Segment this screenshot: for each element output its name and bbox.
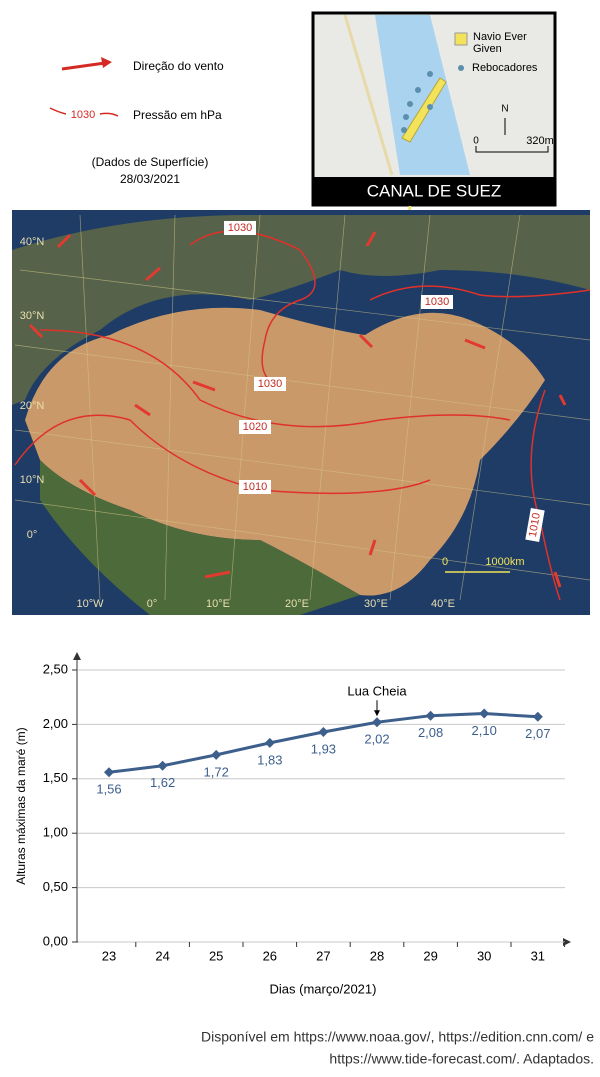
x-tick-label: 27: [316, 948, 330, 963]
inset-title: CANAL DE SUEZ: [367, 181, 501, 200]
x-tick-label: 26: [263, 948, 277, 963]
lat-label: 10°N: [20, 474, 45, 486]
tugs: [401, 71, 433, 133]
isobar-label: 1030: [228, 222, 252, 234]
value-label: 2,08: [418, 725, 443, 740]
point: [372, 717, 382, 728]
y-tick-label: 1,00: [43, 825, 68, 840]
inset-scale-start: 0: [473, 136, 479, 147]
wind-arrows: [28, 231, 567, 588]
point: [425, 710, 436, 721]
wind-legend-arrow: [61, 61, 106, 71]
point: [104, 767, 114, 778]
value-label: 2,10: [472, 723, 497, 738]
legend-pressure: Pressão em hPa: [133, 108, 222, 122]
x-tick-label: 29: [423, 948, 437, 963]
legend-date: 28/03/2021: [120, 172, 180, 186]
x-tick-label: 31: [531, 948, 545, 963]
lon-label: 10°E: [206, 598, 230, 610]
lat-label: 0°: [27, 529, 38, 541]
graticule: [79, 214, 521, 601]
legend-wind: Direção do vento: [133, 59, 224, 73]
europe: [12, 215, 590, 405]
lat-label: 20°N: [20, 400, 45, 412]
point: [318, 727, 329, 738]
source: Disponível em https://www.noaa.gov/, htt…: [201, 1029, 594, 1045]
isobar-label: 1030: [425, 296, 449, 308]
isobar-label-bg: [421, 295, 453, 309]
y-tick-label: 1,50: [43, 770, 68, 785]
inset-ship: Navio Ever: [473, 31, 527, 43]
point: [264, 737, 275, 748]
ship-legend-swatch: [454, 32, 468, 46]
inset-scale: [475, 146, 549, 153]
map-scale-start: 0: [442, 556, 448, 568]
value-label: 1,93: [311, 741, 336, 756]
inset-tugs: Rebocadores: [472, 62, 538, 74]
isobar-legend-line: [49, 107, 119, 117]
road: [343, 14, 394, 176]
x-tick-label: 28: [370, 948, 384, 963]
value-label: 2,02: [364, 732, 389, 747]
lon-label: 10°W: [76, 598, 104, 610]
africa-arabia: [25, 307, 545, 596]
value-label: 1,56: [96, 782, 121, 797]
graticule: [14, 269, 591, 581]
value-label: 1,83: [257, 752, 282, 767]
point: [532, 711, 543, 722]
isobar-label-bg: [224, 221, 256, 235]
forest: [40, 460, 360, 615]
x-tick-label: 25: [209, 948, 223, 963]
y-tick-label: 0,50: [43, 879, 68, 894]
y-tick-label: 2,50: [43, 661, 68, 676]
legend-note: (Dados de Superfície): [92, 155, 209, 169]
canal: [375, 15, 470, 175]
value-label: 1,72: [204, 764, 229, 779]
point: [479, 708, 490, 719]
x-tick-label: 30: [477, 948, 491, 963]
annotation: Lua Cheia: [347, 684, 407, 699]
isobar-label: 1010: [527, 512, 543, 538]
isobar-label-bg: [525, 508, 545, 542]
legend-isobar-sample: 1030: [71, 109, 95, 121]
isobar-label-bg: [239, 420, 271, 434]
value-label: 1,62: [150, 775, 175, 790]
annotation-arrowhead: [374, 710, 380, 717]
isobar-label: 1020: [243, 421, 267, 433]
x-axis-title: Dias (março/2021): [270, 981, 377, 996]
wind-legend-arrowhead: [101, 57, 112, 68]
isobar-label-bg: [239, 480, 271, 494]
y-tick-label: 2,00: [43, 716, 68, 731]
isobars: [14, 230, 591, 601]
x-tick-label: 24: [155, 948, 169, 963]
lon-label: 40°E: [431, 598, 455, 610]
inset-ship: Given: [473, 43, 502, 55]
ship-icon: [401, 77, 447, 143]
point: [157, 760, 168, 771]
source: https://www.tide-forecast.com/. Adaptado…: [329, 1051, 594, 1067]
lon-label: 0°: [147, 598, 158, 610]
point: [211, 749, 222, 760]
lat-label: 40°N: [20, 236, 45, 248]
inset-north: N: [501, 104, 508, 115]
tug-legend-dot: [458, 65, 464, 71]
map: [12, 210, 591, 615]
lon-label: 20°E: [285, 598, 309, 610]
isobar-label-bg: [254, 377, 286, 391]
y-axis-arrow: [73, 652, 81, 660]
inset-title-band: [313, 177, 555, 205]
isobar-label: 1010: [243, 481, 267, 493]
inset-scale-end: 320m: [526, 135, 554, 147]
value-label: 2,07: [525, 726, 550, 741]
y-tick-label: 0,00: [43, 933, 68, 948]
y-axis-title: Alturas máximas da maré (m): [14, 727, 28, 884]
lon-label: 30°E: [364, 598, 388, 610]
x-tick-label: 23: [102, 948, 116, 963]
map-scale-end: 1000km: [485, 556, 524, 568]
lat-label: 30°N: [20, 310, 45, 322]
isobar-label: 1030: [258, 378, 282, 390]
